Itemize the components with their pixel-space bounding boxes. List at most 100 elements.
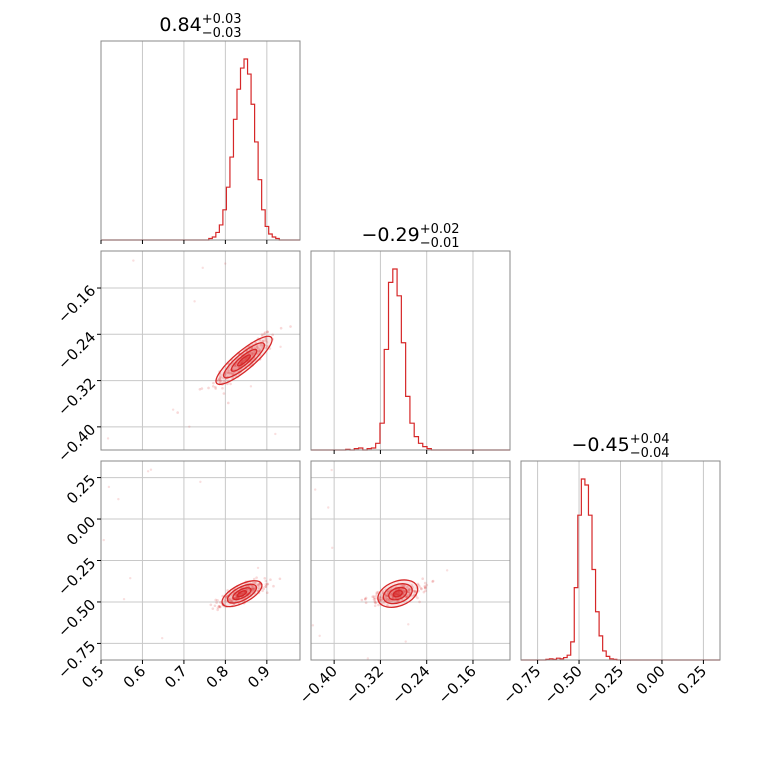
pair-2-point-16 [414,590,417,594]
pair-0-point-192 [266,330,269,334]
diag-title-value-2: −0.45 [571,434,629,456]
pair-2-point-162 [379,596,382,600]
pair-0-point-4 [261,334,264,338]
pair-0-point-216 [218,377,222,381]
pair-1-point-20 [252,588,255,591]
pair-2-point-34 [402,590,406,593]
pair-0-outlier-7 [132,259,135,262]
diag-frame-1 [310,250,511,451]
pair-2-point-121 [408,588,411,591]
pair-2-point-10 [376,590,380,594]
pair-1-point-95 [230,598,233,602]
pair-0-point-7 [260,333,264,336]
pair-2-point-95 [386,597,390,601]
xtick-label-0-0: 0.5 [78,662,108,692]
pair-2-outlier-9 [327,506,330,509]
pair-2-point-126 [407,587,411,591]
pair-2-point-46 [385,594,389,598]
pair-1-point-47 [251,587,254,591]
pair-0-point-66 [251,352,255,355]
pair-0-point-28 [247,351,251,355]
pair-0-point-179 [226,401,230,405]
pair-1-point-45 [253,581,257,585]
diag-title-upper-1: +0.02 [420,222,460,237]
pair-1-point-106 [258,582,261,586]
pair-0-point-70 [222,380,226,383]
pair-2-point-50 [407,588,411,592]
pair-0-point-144 [227,370,231,373]
pair-2-point-55 [387,590,390,594]
pair-2-point-43 [401,588,404,591]
pair-0-point-117 [244,357,247,361]
pair-2-point-165 [420,587,423,591]
pair-0-point-214 [214,387,217,390]
pair-2-point-176 [418,600,421,604]
pair-0-point-35 [229,371,233,375]
pair-0-outlier-4 [201,266,204,270]
ytick-label-1-3: −0.16 [54,282,99,327]
pair-2-point-87 [414,590,417,594]
pair-2-contour-0 [377,579,419,608]
pair-1-point-189 [254,581,257,585]
pair-0-point-43 [259,343,263,347]
pair-2-outlier-1 [407,623,410,626]
pair-0-point-25 [237,366,241,369]
pair-0-point-143 [253,349,256,353]
pair-0-point-74 [214,385,217,389]
pair-2-contour-3 [392,589,403,598]
pair-2-point-106 [423,584,427,588]
pair-1-contour-3 [236,590,248,598]
pair-1-outlier-2 [107,485,111,489]
pair-2-point-189 [431,580,434,583]
pair-2-point-75 [385,599,389,602]
pair-0-point-122 [219,379,223,383]
pair-1-point-34 [265,583,269,586]
pair-1-point-147 [266,582,270,586]
pair-2-point-128 [379,599,383,602]
pair-2-point-183 [402,583,405,587]
pair-1-point-157 [265,591,269,595]
pair-1-point-100 [253,586,256,590]
pair-0-point-133 [234,364,238,368]
pair-1-point-180 [227,597,231,601]
pair-2-point-72 [406,593,410,597]
pair-1-point-114 [264,585,268,588]
pair-2-point-90 [373,596,376,600]
pair-2-outlier-0 [318,634,321,638]
pair-2-point-82 [363,597,367,601]
pair-0-point-23 [212,381,215,385]
pair-0-point-172 [227,371,230,375]
pair-1-outlier-8 [102,538,105,542]
pair-0-point-97 [176,411,179,414]
pair-1-outlier-4 [256,566,260,570]
pair-1-point-102 [251,586,254,590]
pair-0-point-41 [263,331,267,334]
pair-1-point-23 [209,603,213,607]
pair-0-point-137 [226,371,229,374]
pair-2-point-70 [382,601,386,604]
pair-1-point-73 [264,579,268,583]
pair-2-point-179 [381,591,384,595]
diag-title-upper-0: +0.03 [202,12,242,27]
pair-2-point-135 [402,589,406,593]
pair-2-point-178 [373,598,377,601]
ytick-label-2-1: 0.00 [63,513,99,549]
pair-2-point-154 [398,591,401,594]
pair-2-point-197 [360,598,364,602]
pair-0-point-15 [261,339,265,343]
pair-1-point-124 [263,576,267,580]
pair-2-point-210 [394,592,398,596]
pair-1-density [102,468,282,640]
xtick-label-2-3: 0.00 [632,662,668,698]
pair-2-point-151 [377,603,380,607]
pair-2-point-170 [384,597,388,600]
pair-2-point-208 [395,592,398,595]
pair-1-point-203 [217,605,221,608]
pair-2-point-98 [396,593,400,597]
pair-0-point-106 [240,361,243,365]
pair-1-point-66 [228,598,232,601]
pair-0-point-191 [250,353,254,356]
pair-2-point-88 [379,599,382,602]
pair-2-point-21 [375,592,379,595]
